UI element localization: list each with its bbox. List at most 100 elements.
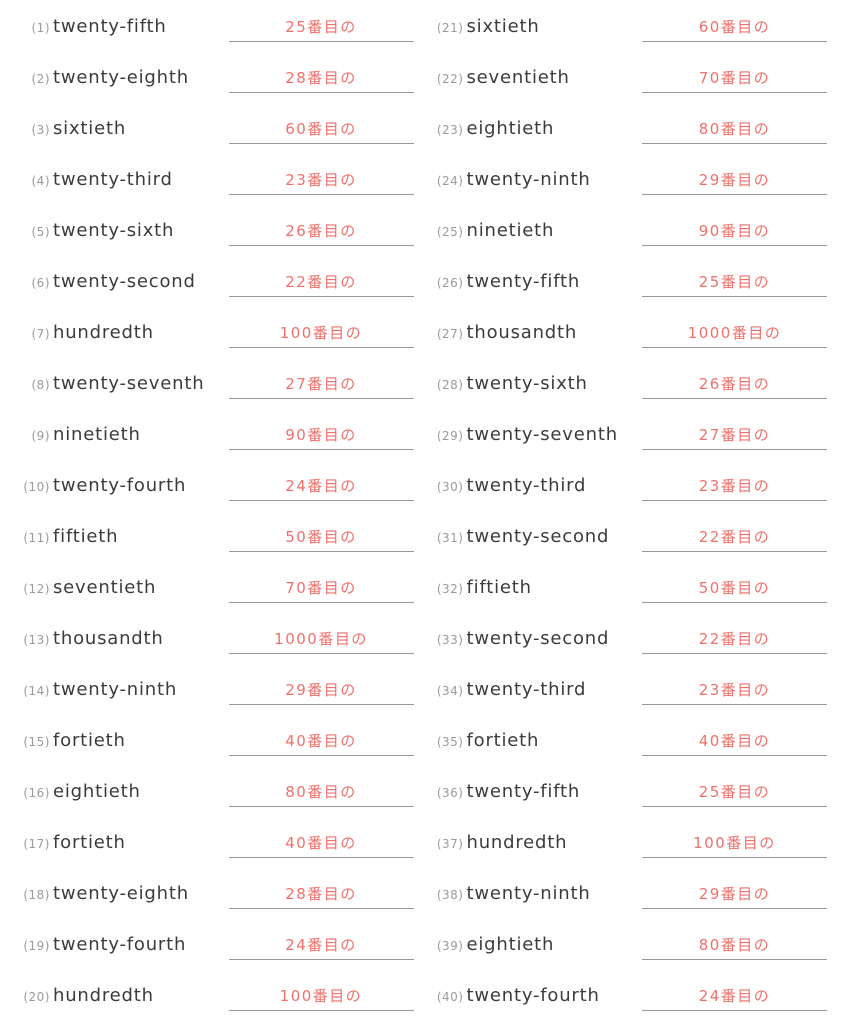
answer-blank: 24番目の	[228, 475, 414, 501]
item-number: (10)	[23, 480, 50, 494]
quiz-item: (31) twenty-second 22番目の	[432, 511, 827, 562]
quiz-item: (35) fortieth 40番目の	[432, 715, 827, 766]
answer-text-japanese: 23番目の	[285, 171, 357, 189]
quiz-item: (28) twenty-sixth 26番目の	[432, 358, 827, 409]
english-ordinal-word: twenty-sixth	[53, 220, 175, 241]
english-ordinal-word: hundredth	[53, 322, 154, 343]
quiz-item: (26) twenty-fifth 25番目の	[432, 256, 827, 307]
english-ordinal-word: twenty-eighth	[53, 67, 189, 88]
answer-blank: 25番目の	[642, 271, 827, 297]
item-number: (24)	[436, 174, 464, 188]
quiz-item: (19) twenty-fourth 24番目の	[18, 919, 414, 970]
item-number: (9)	[31, 429, 50, 443]
english-ordinal-word: hundredth	[53, 985, 154, 1006]
quiz-item: (33) twenty-second 22番目の	[432, 613, 827, 664]
answer-blank: 1000番目の	[642, 322, 827, 348]
item-number: (34)	[436, 684, 464, 698]
english-ordinal-word: fortieth	[466, 730, 540, 751]
english-ordinal-word: eightieth	[53, 781, 141, 802]
answer-blank: 28番目の	[228, 67, 414, 93]
item-number: (5)	[31, 225, 50, 239]
answer-text-japanese: 50番目の	[285, 528, 357, 546]
quiz-item: (5) twenty-sixth 26番目の	[18, 205, 414, 256]
quiz-item: (36) twenty-fifth 25番目の	[432, 766, 827, 817]
answer-text-japanese: 24番目の	[285, 477, 357, 495]
worksheet-right-column: (21) sixtieth 60番目の (22) seventieth 70番目…	[432, 1, 827, 1021]
answer-text-japanese: 60番目の	[285, 120, 357, 138]
english-ordinal-word: twenty-third	[53, 169, 173, 190]
answer-text-japanese: 24番目の	[285, 936, 357, 954]
answer-text-japanese: 80番目の	[285, 783, 357, 801]
english-ordinal-word: twenty-second	[466, 526, 610, 547]
answer-blank: 50番目の	[642, 577, 827, 603]
answer-blank: 80番目の	[642, 118, 827, 144]
answer-text-japanese: 25番目の	[698, 783, 771, 801]
answer-text-japanese: 100番目の	[693, 834, 776, 852]
answer-text-japanese: 25番目の	[698, 273, 771, 291]
item-number: (29)	[436, 429, 464, 443]
answer-blank: 26番目の	[228, 220, 414, 246]
english-ordinal-word: ninetieth	[53, 424, 141, 445]
english-ordinal-word: twenty-fifth	[466, 271, 581, 292]
english-ordinal-word: fortieth	[53, 730, 126, 751]
english-ordinal-word: twenty-second	[466, 628, 610, 649]
answer-text-japanese: 25番目の	[285, 18, 357, 36]
english-ordinal-word: sixtieth	[53, 118, 127, 139]
answer-text-japanese: 40番目の	[285, 732, 357, 750]
answer-blank: 100番目の	[228, 322, 414, 348]
answer-blank: 90番目の	[642, 220, 827, 246]
answer-text-japanese: 23番目の	[698, 477, 771, 495]
quiz-item: (22) seventieth 70番目の	[432, 52, 827, 103]
item-number: (28)	[436, 378, 464, 392]
answer-blank: 40番目の	[642, 730, 827, 756]
english-ordinal-word: twenty-third	[466, 679, 587, 700]
item-number: (20)	[23, 990, 50, 1004]
quiz-item: (2) twenty-eighth 28番目の	[18, 52, 414, 103]
quiz-item: (15) fortieth 40番目の	[18, 715, 414, 766]
item-number: (23)	[436, 123, 464, 137]
quiz-item: (3) sixtieth 60番目の	[18, 103, 414, 154]
answer-blank: 22番目の	[642, 628, 827, 654]
item-number: (13)	[23, 633, 50, 647]
item-number: (16)	[23, 786, 50, 800]
english-ordinal-word: twenty-fourth	[53, 475, 187, 496]
answer-text-japanese: 70番目の	[285, 579, 357, 597]
item-number: (21)	[436, 21, 464, 35]
item-number: (25)	[436, 225, 464, 239]
answer-text-japanese: 50番目の	[698, 579, 771, 597]
answer-blank: 29番目の	[642, 169, 827, 195]
quiz-item: (12) seventieth 70番目の	[18, 562, 414, 613]
answer-text-japanese: 22番目の	[285, 273, 357, 291]
english-ordinal-word: twenty-sixth	[466, 373, 588, 394]
english-ordinal-word: fiftieth	[53, 526, 119, 547]
item-number: (31)	[436, 531, 464, 545]
quiz-item: (13) thousandth 1000番目の	[18, 613, 414, 664]
answer-text-japanese: 1000番目の	[274, 630, 368, 648]
item-number: (27)	[436, 327, 464, 341]
answer-blank: 26番目の	[642, 373, 827, 399]
item-number: (2)	[31, 72, 50, 86]
answer-blank: 23番目の	[228, 169, 414, 195]
item-number: (4)	[31, 174, 50, 188]
answer-text-japanese: 100番目の	[279, 324, 363, 342]
quiz-item: (11) fiftieth 50番目の	[18, 511, 414, 562]
answer-text-japanese: 80番目の	[698, 120, 771, 138]
quiz-item: (7) hundredth 100番目の	[18, 307, 414, 358]
quiz-item: (9) ninetieth 90番目の	[18, 409, 414, 460]
english-ordinal-word: twenty-eighth	[53, 883, 189, 904]
english-ordinal-word: seventieth	[53, 577, 157, 598]
english-ordinal-word: twenty-seventh	[53, 373, 205, 394]
quiz-item: (37) hundredth 100番目の	[432, 817, 827, 868]
item-number: (40)	[436, 990, 464, 1004]
item-number: (3)	[31, 123, 50, 137]
english-ordinal-word: ninetieth	[466, 220, 555, 241]
answer-text-japanese: 40番目の	[285, 834, 357, 852]
item-number: (36)	[436, 786, 464, 800]
quiz-item: (21) sixtieth 60番目の	[432, 1, 827, 52]
quiz-item: (29) twenty-seventh 27番目の	[432, 409, 827, 460]
answer-blank: 50番目の	[228, 526, 414, 552]
quiz-item: (30) twenty-third 23番目の	[432, 460, 827, 511]
answer-text-japanese: 100番目の	[279, 987, 363, 1005]
item-number: (18)	[23, 888, 50, 902]
answer-blank: 22番目の	[642, 526, 827, 552]
